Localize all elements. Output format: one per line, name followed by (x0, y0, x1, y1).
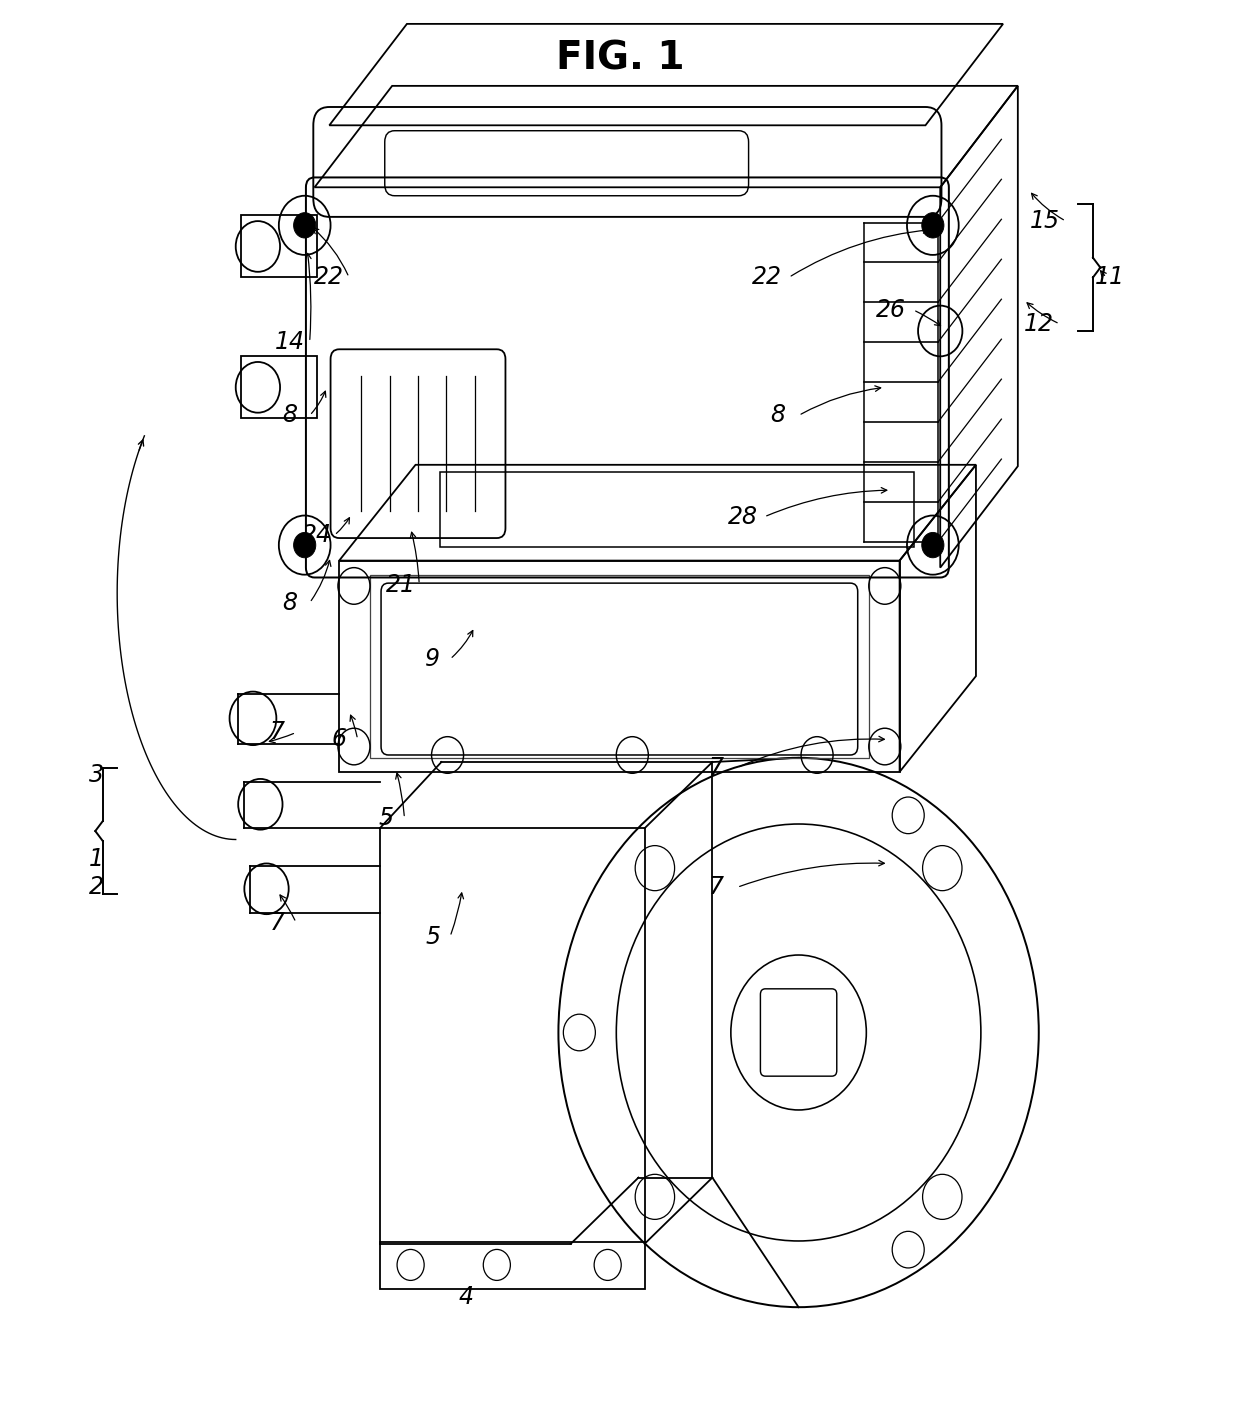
Text: 26: 26 (875, 298, 906, 322)
Bar (241, 215, 317, 278)
Text: 2: 2 (89, 876, 104, 900)
Text: 7: 7 (708, 876, 724, 900)
Text: FIG. 1: FIG. 1 (556, 40, 684, 78)
Text: 9: 9 (425, 648, 440, 672)
Text: 1: 1 (89, 847, 104, 871)
Text: 14: 14 (275, 330, 305, 354)
Text: 8: 8 (283, 591, 298, 615)
Text: 22: 22 (314, 265, 345, 289)
Text: 5: 5 (378, 806, 393, 830)
Text: 15: 15 (1030, 210, 1060, 234)
Text: 11: 11 (1095, 265, 1125, 289)
Text: 8: 8 (283, 404, 298, 428)
Text: 7: 7 (270, 720, 285, 744)
Circle shape (294, 533, 316, 558)
Text: 7: 7 (708, 755, 724, 779)
Text: 21: 21 (386, 572, 415, 597)
Text: 7: 7 (270, 911, 285, 935)
Text: 22: 22 (751, 265, 781, 289)
Circle shape (294, 213, 316, 238)
Text: 28: 28 (728, 504, 758, 529)
Text: 3: 3 (89, 762, 104, 786)
Circle shape (921, 213, 944, 238)
Text: 6: 6 (331, 727, 347, 751)
Text: 12: 12 (1024, 312, 1054, 336)
Text: 5: 5 (425, 925, 440, 949)
Text: 4: 4 (459, 1285, 474, 1309)
Bar (370, 575, 869, 758)
Text: 8: 8 (770, 404, 785, 428)
Bar (379, 1243, 645, 1289)
Text: 24: 24 (303, 523, 332, 547)
Bar (340, 561, 899, 772)
Circle shape (921, 533, 944, 558)
Bar (241, 356, 317, 418)
